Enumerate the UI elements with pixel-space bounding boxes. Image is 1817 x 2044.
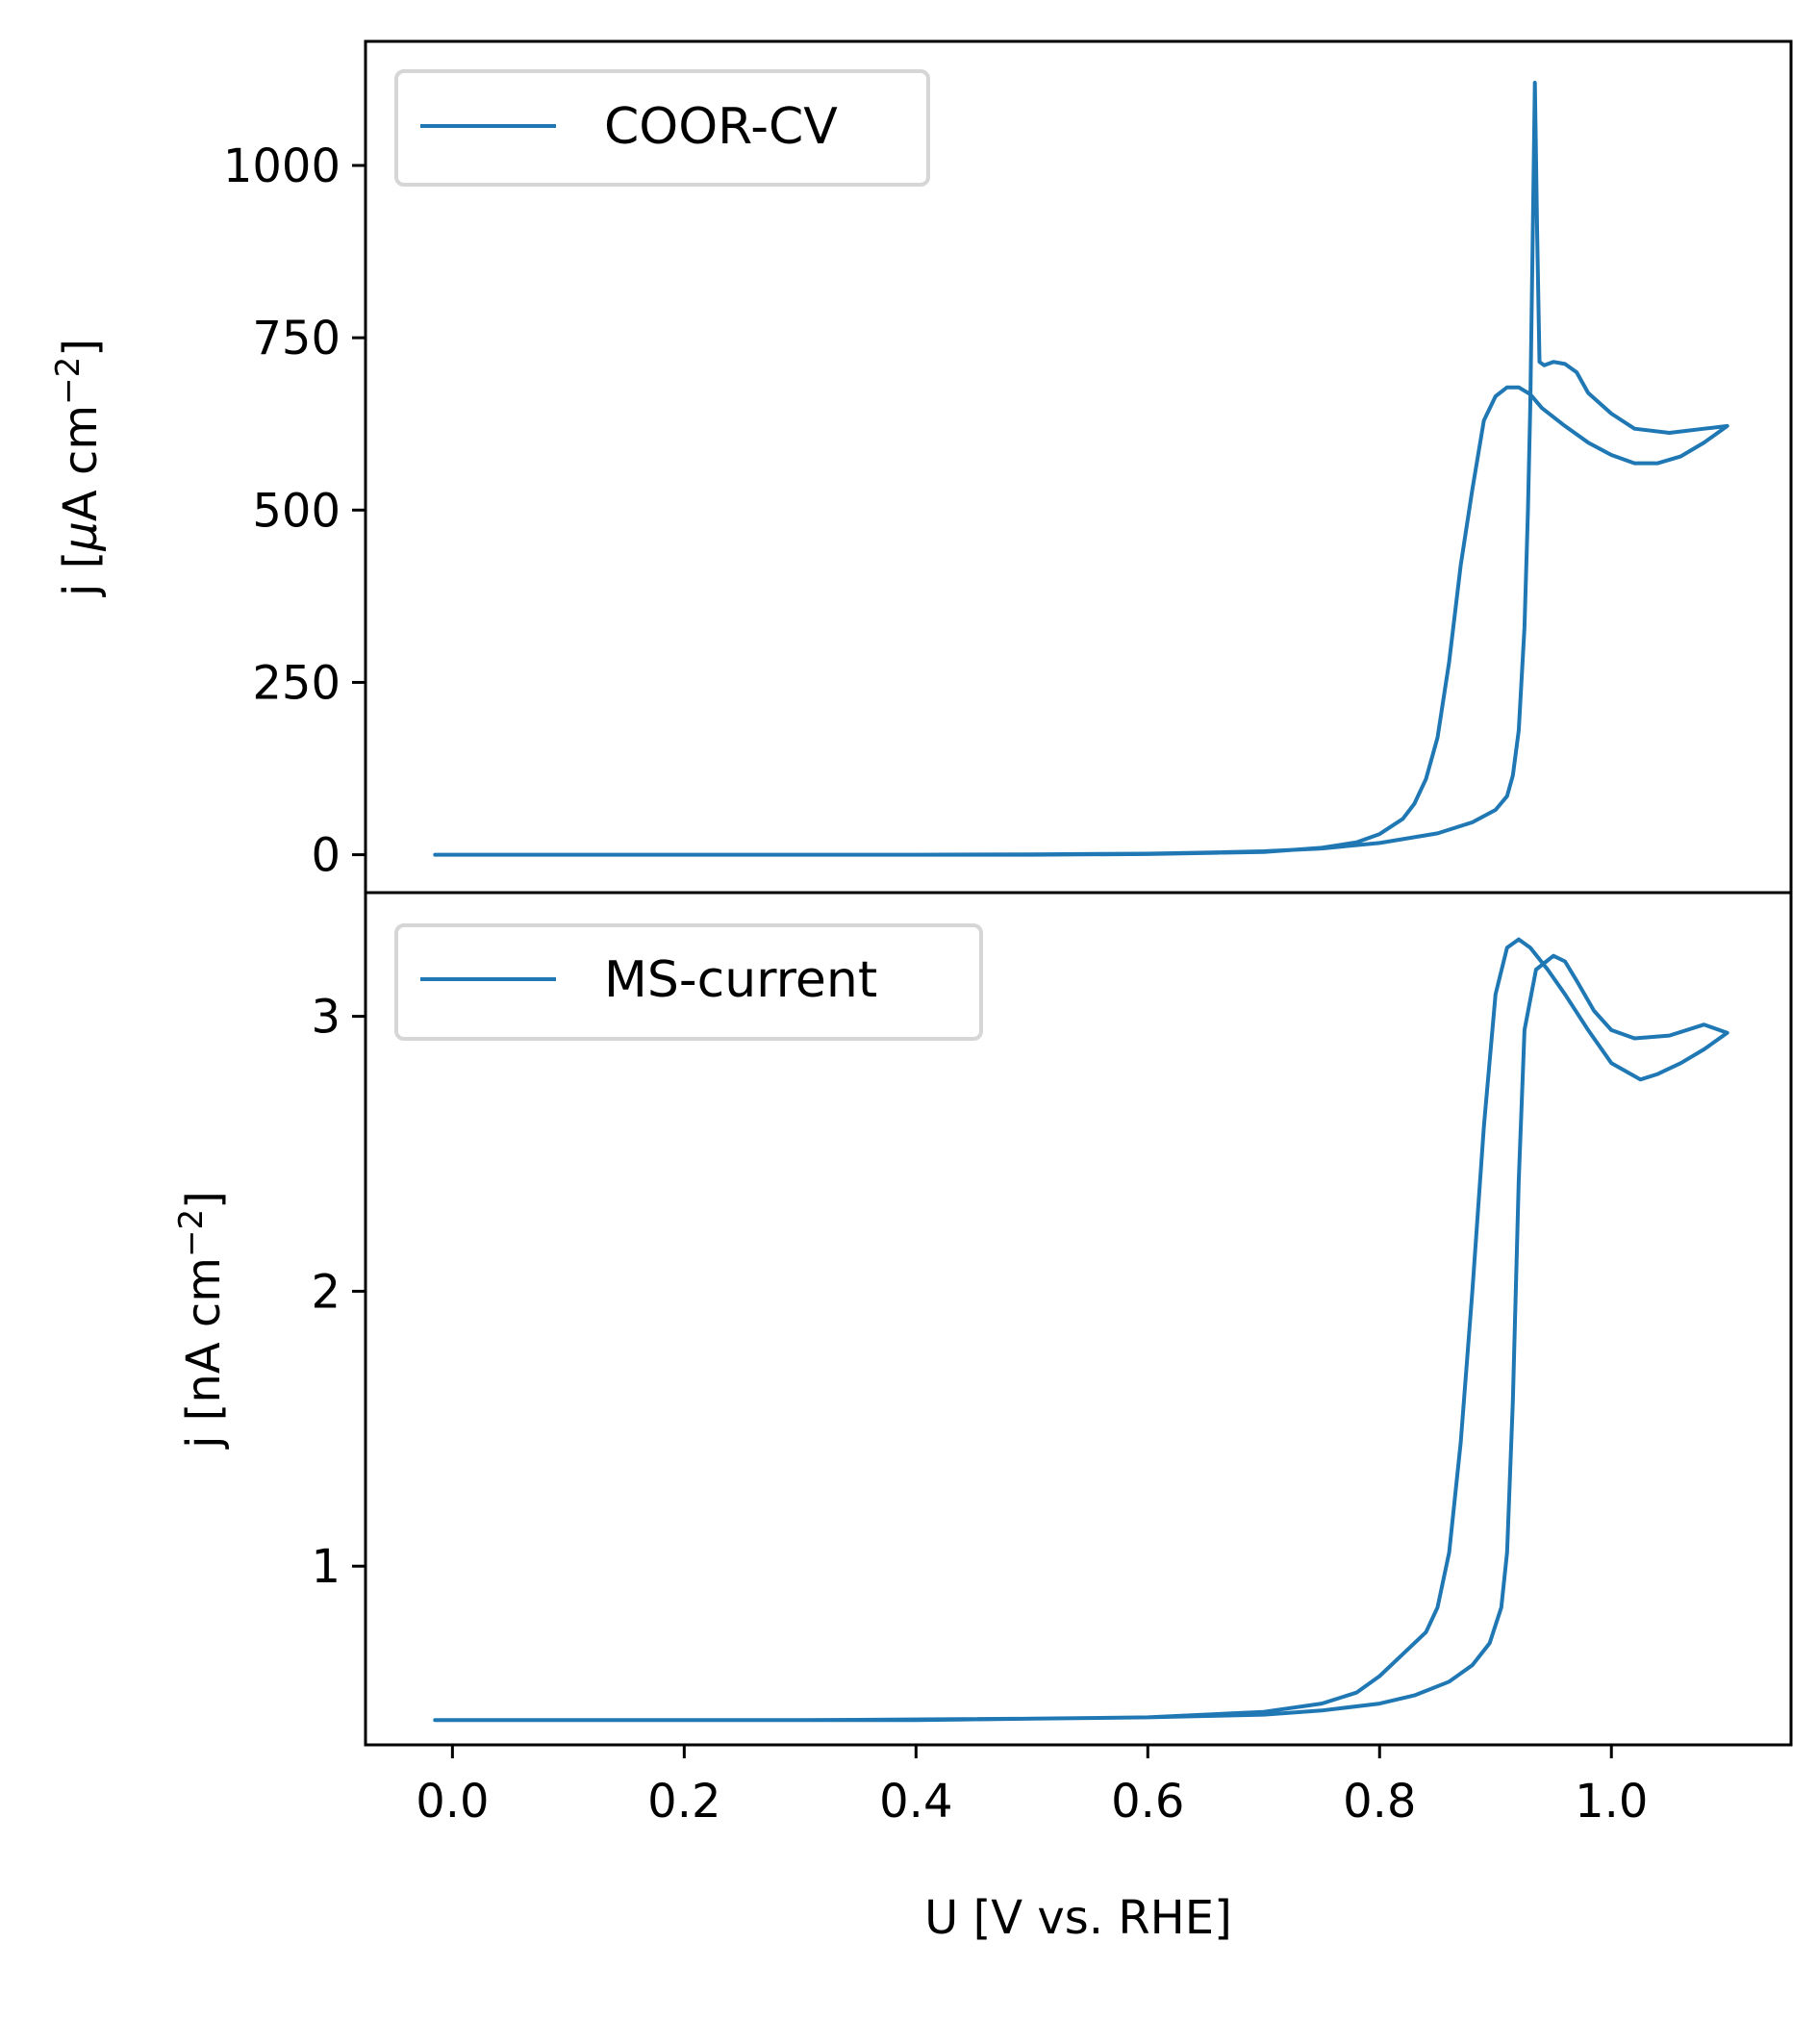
bottom-plot-frame <box>364 891 1793 1747</box>
bottom-y-tick-label: 3 <box>311 991 341 1045</box>
top-y-ticks: 0 250 500 750 1000 <box>223 139 366 883</box>
bottom-y-ticks: 1 2 3 <box>311 991 366 1594</box>
bottom-x-ticks: 0.0 0.2 0.4 0.6 0.8 1.0 <box>416 1745 1648 1829</box>
top-panel: 0 250 500 750 1000 j [μA cm−2] COOR-CV <box>49 39 1793 895</box>
top-y-tick-label: 250 <box>252 656 341 710</box>
x-tick-label: 0.0 <box>416 1775 489 1829</box>
x-axis-label: U [V vs. RHE] <box>924 1891 1232 1945</box>
bottom-y-tick-label: 1 <box>311 1540 341 1594</box>
bottom-panel: 1 2 3 0.0 0.2 0.4 0.6 0.8 1.0 j [nA cm−2] U [V … <box>172 891 1793 1945</box>
x-tick-label: 0.8 <box>1343 1775 1416 1829</box>
top-y-tick-label: 750 <box>252 312 341 366</box>
top-legend: COOR-CV <box>394 69 930 187</box>
top-y-tick-label: 500 <box>252 484 341 538</box>
x-tick-label: 0.4 <box>879 1775 952 1829</box>
top-legend-box <box>394 69 930 187</box>
top-y-tick-label: 0 <box>311 829 341 883</box>
x-tick-label: 0.6 <box>1111 1775 1184 1829</box>
top-y-tick-label: 1000 <box>223 139 341 193</box>
bottom-y-tick-label: 2 <box>311 1265 341 1319</box>
bottom-legend-label: MS-current <box>604 951 877 1009</box>
bottom-legend: MS-current <box>394 923 983 1041</box>
bottom-series-line-ms-current <box>433 937 1729 1723</box>
top-series-line-coor-cv <box>433 81 1729 857</box>
bottom-y-axis-label: j [nA cm−2] <box>172 1191 231 1450</box>
top-legend-label: COOR-CV <box>604 98 838 156</box>
top-y-axis-label: j [μA cm−2] <box>49 339 108 597</box>
x-tick-label: 0.2 <box>647 1775 720 1829</box>
bottom-legend-box <box>394 923 983 1041</box>
x-tick-label: 1.0 <box>1575 1775 1648 1829</box>
